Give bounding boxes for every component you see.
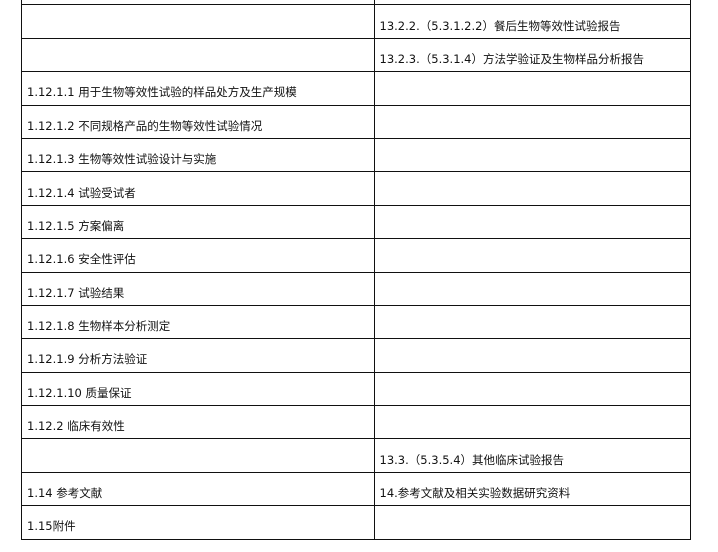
document-comparison-table: 13.2.2.（5.3.1.2.2）餐后生物等效性试验报告 13.2.3.（5.3… (21, 0, 692, 540)
right-cell: 13.2.3.（5.3.1.4）方法学验证及生物样品分析报告 (373, 37, 692, 73)
table-row: 13.3.（5.3.5.4）其他临床试验报告 (21, 438, 692, 473)
left-cell-text: 1.12.1.2 不同规格产品的生物等效性试验情况 (27, 118, 263, 133)
right-cell (373, 505, 692, 540)
right-cell-text: 13.3.（5.3.5.4）其他临床试验报告 (379, 452, 565, 467)
left-cell-text: 1.12.2 临床有效性 (27, 419, 125, 434)
right-cell-text: 13.2.2.（5.3.1.2.2）餐后生物等效性试验报告 (379, 18, 621, 33)
right-cell: 13.3.（5.3.5.4）其他临床试验报告 (373, 438, 692, 473)
table-row: 1.12.1.1 用于生物等效性试验的样品处方及生产规模 (21, 71, 692, 106)
left-cell-text: 1.12.1.7 试验结果 (27, 285, 125, 300)
left-cell: 1.12.1.3 生物等效性试验设计与实施 (21, 137, 375, 173)
right-cell-text: 14.参考文献及相关实验数据研究资料 (379, 486, 571, 501)
table-row: 13.2.3.（5.3.1.4）方法学验证及生物样品分析报告 (21, 37, 692, 73)
table-row: 1.12.1.3 生物等效性试验设计与实施 (21, 137, 692, 173)
left-cell: 1.12.1.8 生物样本分析测定 (21, 304, 375, 340)
right-cell (373, 338, 692, 373)
table-row: 1.12.1.7 试验结果 (21, 271, 692, 306)
left-cell: 1.12.1.10 质量保证 (21, 371, 375, 407)
left-cell (21, 438, 375, 473)
right-cell (373, 204, 692, 240)
right-cell (373, 137, 692, 173)
table-row: 1.15附件 (21, 505, 692, 540)
left-cell-text: 1.12.1.10 质量保证 (27, 385, 132, 400)
right-cell (373, 171, 692, 206)
table-row: 1.12.1.8 生物样本分析测定 (21, 304, 692, 340)
table-row: 13.2.2.（5.3.1.2.2）餐后生物等效性试验报告 (21, 4, 692, 39)
left-cell-text: 1.12.1.1 用于生物等效性试验的样品处方及生产规模 (27, 85, 297, 100)
table-row: 1.12.1.6 安全性评估 (21, 238, 692, 273)
left-cell-text: 1.12.1.4 试验受试者 (27, 185, 136, 200)
left-cell: 1.12.2 临床有效性 (21, 405, 375, 440)
left-cell-text: 1.12.1.5 方案偏离 (27, 218, 125, 233)
left-cell-text: 1.12.1.6 安全性评估 (27, 252, 136, 267)
right-cell (373, 405, 692, 440)
right-cell (373, 71, 692, 106)
right-cell: 14.参考文献及相关实验数据研究资料 (373, 471, 692, 507)
table-row: 1.12.1.10 质量保证 (21, 371, 692, 407)
left-cell: 1.14 参考文献 (21, 471, 375, 507)
table-row: 1.12.2 临床有效性 (21, 405, 692, 440)
right-cell (373, 304, 692, 340)
left-cell-text: 1.12.1.8 生物样本分析测定 (27, 319, 171, 334)
left-cell (21, 37, 375, 73)
table-row: 1.12.1.9 分析方法验证 (21, 338, 692, 373)
left-cell-text: 1.12.1.3 生物等效性试验设计与实施 (27, 152, 217, 167)
right-cell-text: 13.2.3.（5.3.1.4）方法学验证及生物样品分析报告 (379, 51, 644, 66)
right-cell (373, 238, 692, 273)
left-cell (21, 4, 375, 39)
right-cell (373, 104, 692, 139)
table-row: 1.12.1.2 不同规格产品的生物等效性试验情况 (21, 104, 692, 139)
right-cell (373, 271, 692, 306)
left-cell-text: 1.12.1.9 分析方法验证 (27, 352, 148, 367)
table-row: 1.14 参考文献 14.参考文献及相关实验数据研究资料 (21, 471, 692, 507)
table-row: 1.12.1.4 试验受试者 (21, 171, 692, 206)
right-cell (373, 371, 692, 407)
left-cell: 1.12.1.9 分析方法验证 (21, 338, 375, 373)
table-row: 1.12.1.5 方案偏离 (21, 204, 692, 240)
left-cell: 1.12.1.5 方案偏离 (21, 204, 375, 240)
left-cell: 1.12.1.2 不同规格产品的生物等效性试验情况 (21, 104, 375, 139)
left-cell: 1.12.1.4 试验受试者 (21, 171, 375, 206)
left-cell: 1.15附件 (21, 505, 375, 540)
left-cell: 1.12.1.6 安全性评估 (21, 238, 375, 273)
left-cell-text: 1.15附件 (27, 519, 76, 534)
left-cell: 1.12.1.1 用于生物等效性试验的样品处方及生产规模 (21, 71, 375, 106)
left-cell: 1.12.1.7 试验结果 (21, 271, 375, 306)
right-cell: 13.2.2.（5.3.1.2.2）餐后生物等效性试验报告 (373, 4, 692, 39)
left-cell-text: 1.14 参考文献 (27, 486, 103, 501)
